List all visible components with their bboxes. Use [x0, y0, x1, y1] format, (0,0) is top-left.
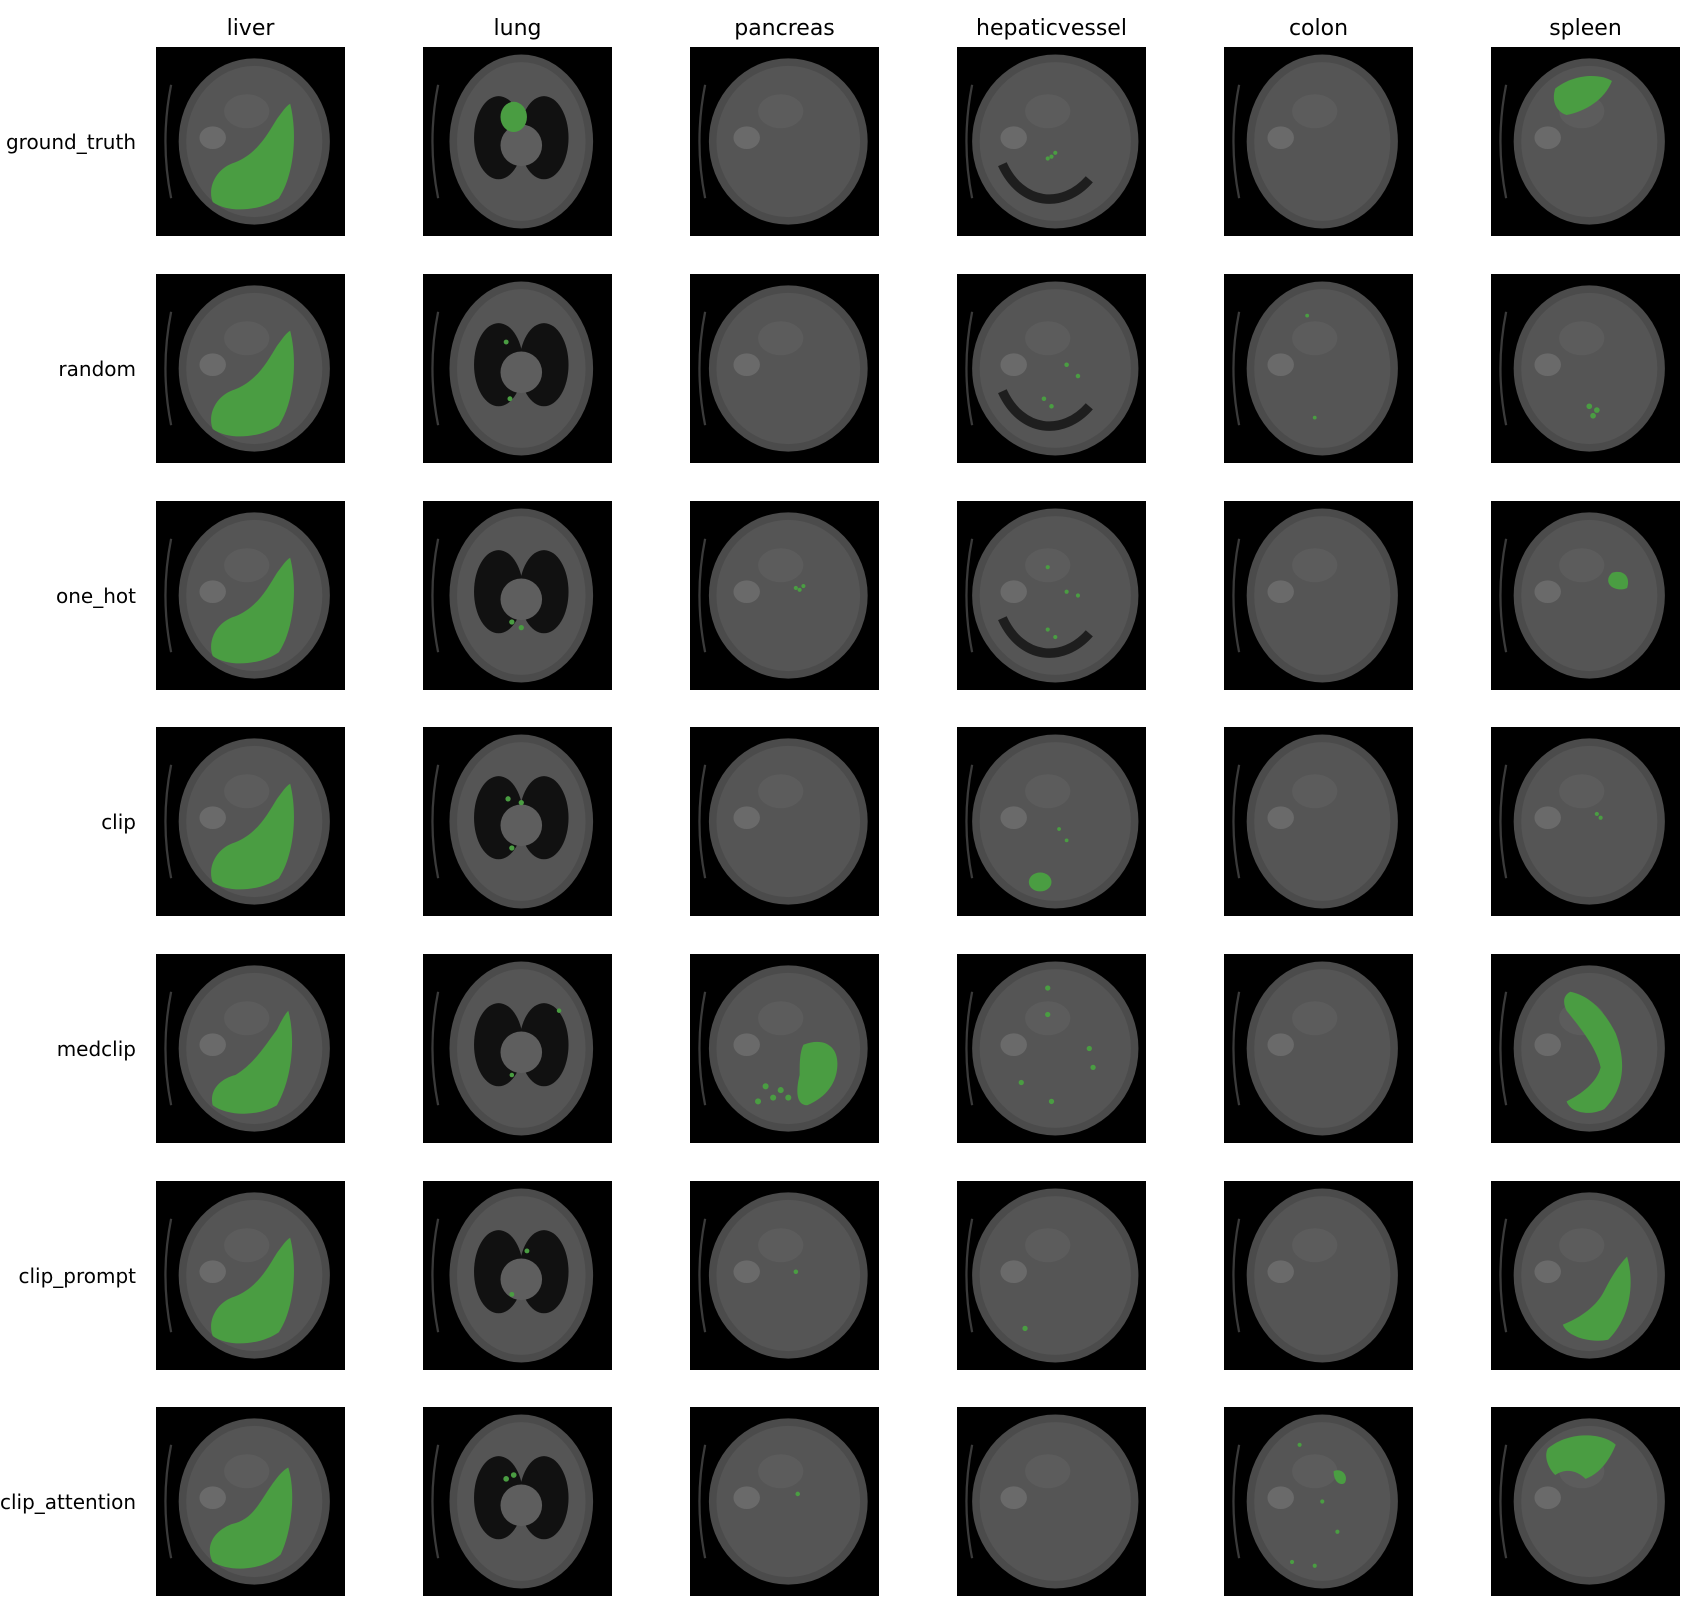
- ct-panel-ground_truth-pancreas: [690, 47, 879, 236]
- ct-panel-one_hot-spleen: [1491, 501, 1680, 690]
- ct-panel-clip_attention-liver: [156, 1407, 345, 1596]
- ct-panel-clip_prompt-colon: [1224, 1181, 1413, 1370]
- ct-panel-clip_attention-spleen: [1491, 1407, 1680, 1596]
- ct-panel-clip-colon: [1224, 727, 1413, 916]
- ct-panel-clip_prompt-liver: [156, 1181, 345, 1370]
- ct-panel-medclip-lung: [423, 954, 612, 1143]
- ct-panel-medclip-hepaticvessel: [957, 954, 1146, 1143]
- ct-panel-clip-spleen: [1491, 727, 1680, 916]
- column-title-hepaticvessel: hepaticvessel: [976, 16, 1127, 41]
- ct-panel-clip_prompt-spleen: [1491, 1181, 1680, 1370]
- ct-panel-one_hot-liver: [156, 501, 345, 690]
- ct-panel-random-lung: [423, 274, 612, 463]
- column-title-spleen: spleen: [1549, 16, 1622, 41]
- ct-panel-random-liver: [156, 274, 345, 463]
- row-label-clip_prompt: clip_prompt: [18, 1263, 136, 1288]
- column-title-pancreas: pancreas: [734, 16, 835, 41]
- ct-panel-clip-hepaticvessel: [957, 727, 1146, 916]
- ct-panel-ground_truth-hepaticvessel: [957, 47, 1146, 236]
- ct-panel-medclip-liver: [156, 954, 345, 1143]
- ct-panel-clip_attention-lung: [423, 1407, 612, 1596]
- row-label-ground_truth: ground_truth: [5, 129, 136, 154]
- ct-panel-clip-liver: [156, 727, 345, 916]
- ct-panel-clip-pancreas: [690, 727, 879, 916]
- ct-panel-clip_prompt-lung: [423, 1181, 612, 1370]
- row-label-clip: clip: [101, 809, 136, 834]
- ct-panel-clip_attention-colon: [1224, 1407, 1413, 1596]
- ct-panel-random-spleen: [1491, 274, 1680, 463]
- ct-panel-clip_prompt-hepaticvessel: [957, 1181, 1146, 1370]
- ct-panel-clip-lung: [423, 727, 612, 916]
- column-title-lung: lung: [493, 16, 542, 41]
- ct-panel-one_hot-pancreas: [690, 501, 879, 690]
- ct-panel-ground_truth-lung: [423, 47, 612, 236]
- ct-panel-random-colon: [1224, 274, 1413, 463]
- ct-panel-medclip-pancreas: [690, 954, 879, 1143]
- column-title-colon: colon: [1288, 16, 1349, 41]
- ct-panel-ground_truth-spleen: [1491, 47, 1680, 236]
- ct-panel-ground_truth-colon: [1224, 47, 1413, 236]
- ct-panel-medclip-colon: [1224, 954, 1413, 1143]
- row-label-random: random: [58, 356, 136, 381]
- row-label-one_hot: one_hot: [56, 583, 136, 608]
- ct-panel-one_hot-lung: [423, 501, 612, 690]
- ct-panel-medclip-spleen: [1491, 954, 1680, 1143]
- ct-panel-one_hot-hepaticvessel: [957, 501, 1146, 690]
- ct-panel-one_hot-colon: [1224, 501, 1413, 690]
- row-label-medclip: medclip: [56, 1036, 136, 1061]
- ct-panel-random-hepaticvessel: [957, 274, 1146, 463]
- ct-panel-ground_truth-liver: [156, 47, 345, 236]
- ct-panel-clip_prompt-pancreas: [690, 1181, 879, 1370]
- ct-panel-random-pancreas: [690, 274, 879, 463]
- column-title-liver: liver: [226, 16, 275, 41]
- row-label-clip_attention: clip_attention: [0, 1489, 137, 1514]
- ct-panel-clip_attention-pancreas: [690, 1407, 879, 1596]
- ct-panel-clip_attention-hepaticvessel: [957, 1407, 1146, 1596]
